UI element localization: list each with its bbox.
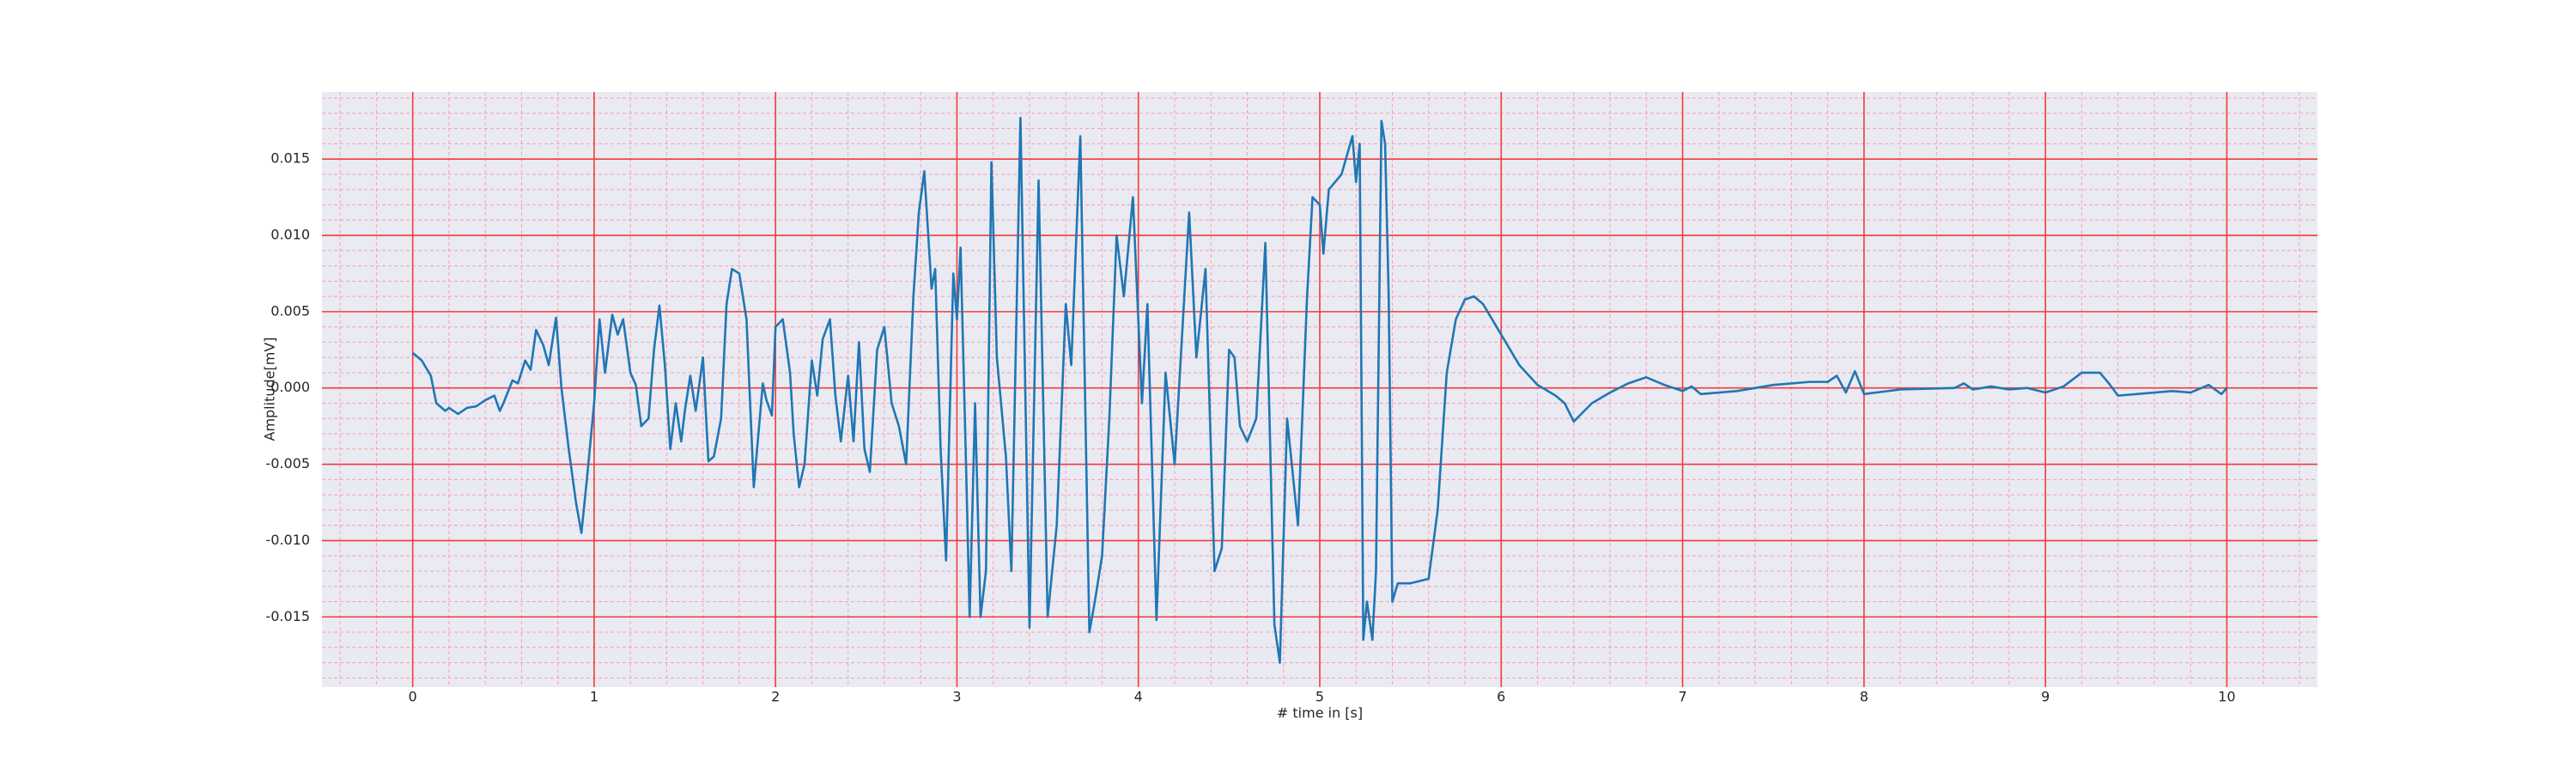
x-tick-label: 4 [1134, 689, 1143, 705]
y-tick-label: 0.005 [270, 302, 310, 319]
y-tick-label: 0.015 [270, 150, 310, 167]
x-tick-label: 6 [1497, 689, 1505, 705]
grid [322, 92, 2318, 687]
y-tick-label: 0.000 [270, 379, 310, 395]
y-tick-label: -0.005 [265, 455, 310, 472]
x-tick-label: 5 [1315, 689, 1324, 705]
x-tick-label: 0 [409, 689, 417, 705]
x-tick-label: 2 [771, 689, 780, 705]
x-tick-label: 9 [2041, 689, 2050, 705]
y-tick-label: 0.010 [270, 227, 310, 243]
x-tick-label: 10 [2218, 689, 2235, 705]
y-tick-label: -0.015 [265, 608, 310, 624]
y-tick-label: -0.010 [265, 532, 310, 548]
data-layer [411, 116, 2228, 664]
y-axis-label: Amplitude[mV] [262, 337, 278, 441]
x-axis-label: # time in [s] [1277, 705, 1363, 721]
x-tick-label: 7 [1678, 689, 1686, 705]
x-tick-label: 3 [952, 689, 961, 705]
data-line [411, 116, 2228, 664]
x-tick-label: 1 [590, 689, 598, 705]
x-tick-label: 8 [1860, 689, 1868, 705]
